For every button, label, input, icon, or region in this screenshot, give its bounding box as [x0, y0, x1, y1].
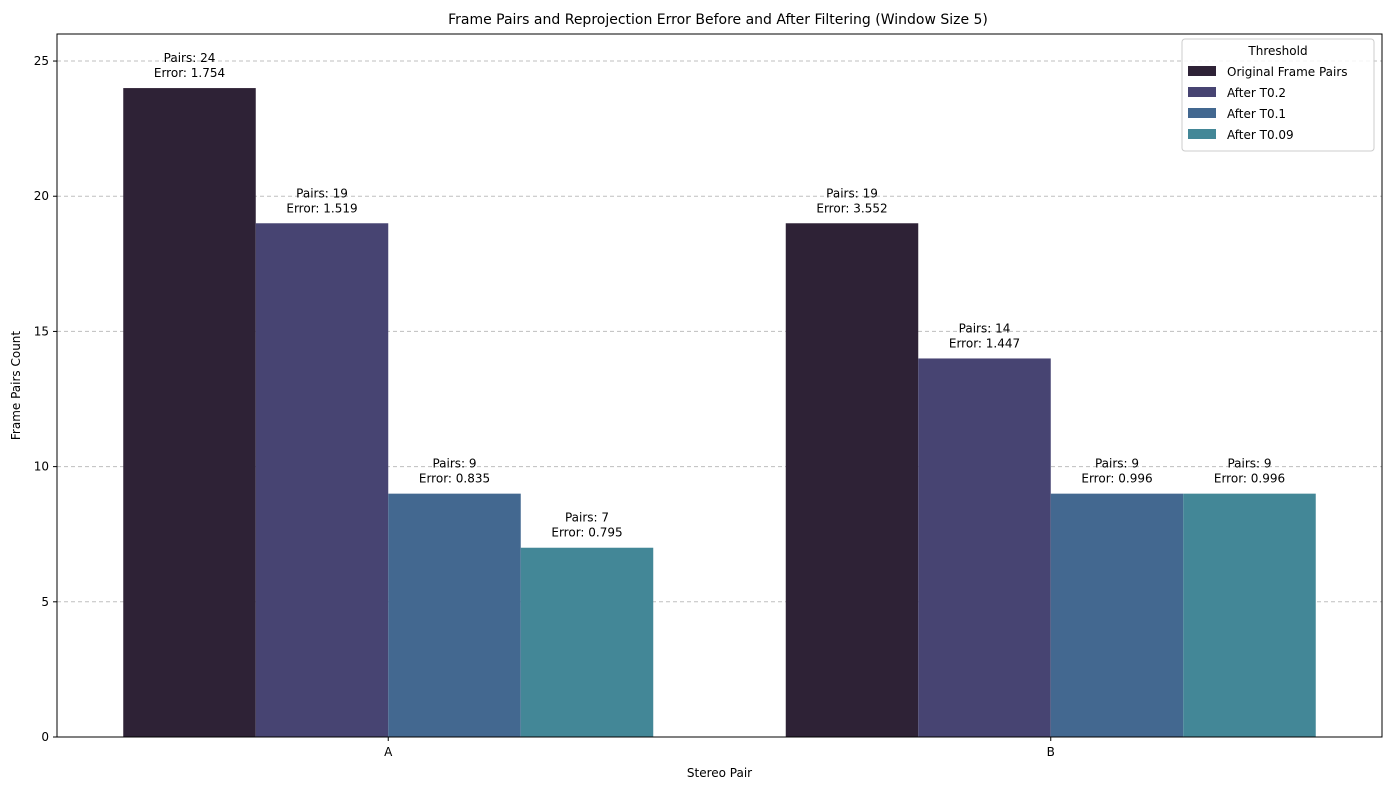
bar-error-label: Error: 1.519: [286, 201, 357, 215]
bars: [123, 88, 1316, 738]
legend-swatch: [1188, 129, 1216, 139]
y-tick-label: 0: [41, 730, 49, 744]
legend-entry-label: After T0.09: [1227, 128, 1294, 142]
bar-error-label: Error: 0.996: [1081, 472, 1152, 486]
bar-value-label: Pairs: 9: [1227, 457, 1271, 471]
plot-frame: [56, 33, 1383, 738]
x-tick-label: B: [1047, 745, 1055, 759]
bar-value-label: Pairs: 9: [1095, 457, 1139, 471]
legend-swatch: [1188, 108, 1216, 118]
legend-entry-label: After T0.1: [1227, 107, 1286, 121]
legend-box: [1181, 38, 1375, 152]
legend-title: Threshold: [1247, 44, 1307, 58]
x-tick-label: A: [384, 745, 393, 759]
bar: [388, 493, 521, 737]
bar-value-label: Pairs: 19: [296, 186, 348, 200]
bar: [123, 88, 256, 738]
y-tick-label: 5: [41, 595, 49, 609]
bar-error-label: Error: 0.795: [551, 526, 622, 540]
bar-error-label: Error: 0.835: [419, 472, 490, 486]
x-axis-label: Stereo Pair: [687, 766, 752, 780]
bar-value-label: Pairs: 14: [959, 321, 1011, 335]
y-tick-label: 10: [34, 460, 49, 474]
legend-swatch: [1188, 87, 1216, 97]
bar: [1050, 493, 1184, 737]
legend-entry-label: After T0.2: [1227, 86, 1286, 100]
bar-error-label: Error: 3.552: [816, 201, 887, 215]
y-axis: 0 5 10 15 20 25: [34, 54, 57, 744]
legend: Threshold Original Frame Pairs After T0.2 A…: [1181, 38, 1375, 152]
bar-error-label: Error: 0.996: [1214, 472, 1285, 486]
y-tick-label: 20: [34, 189, 49, 203]
bar-value-label: Pairs: 24: [164, 51, 216, 65]
bar: [1183, 493, 1316, 737]
bar: [918, 358, 1051, 737]
bar-error-label: Error: 1.754: [154, 66, 225, 80]
legend-entry-label: Original Frame Pairs: [1227, 65, 1348, 79]
legend-swatch: [1188, 66, 1216, 76]
bar: [785, 223, 919, 737]
y-axis-label: Frame Pairs Count: [9, 331, 23, 441]
chart-title: Frame Pairs and Reprojection Error Befor…: [448, 12, 988, 28]
bar: [520, 547, 654, 737]
bar-value-label: Pairs: 19: [826, 186, 878, 200]
y-tick-label: 15: [34, 324, 49, 338]
bar-error-label: Error: 1.447: [949, 336, 1020, 350]
bar-value-label: Pairs: 9: [432, 457, 476, 471]
bar-value-label: Pairs: 7: [565, 511, 609, 525]
y-tick-label: 25: [34, 54, 49, 68]
bar: [255, 223, 389, 737]
